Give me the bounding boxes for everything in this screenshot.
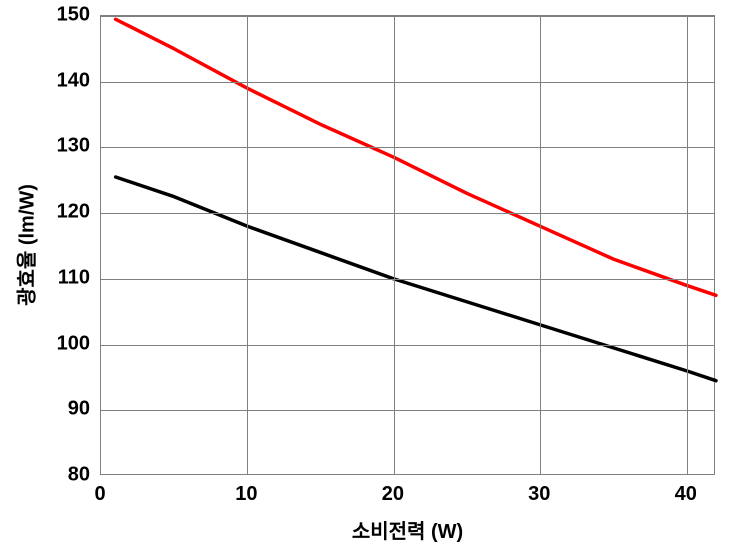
y-tick-label: 100 <box>57 332 90 355</box>
y-tick-label: 150 <box>57 4 90 27</box>
y-tick-label: 80 <box>68 464 90 487</box>
y-tick-label: 140 <box>57 69 90 92</box>
y-axis-label: 광효율 (lm/W) <box>11 184 40 306</box>
x-tick-label: 20 <box>382 483 404 506</box>
x-tick-label: 0 <box>94 483 105 506</box>
y-tick-label: 110 <box>58 266 90 289</box>
gridline-horizontal <box>101 213 714 214</box>
chart-container: 0 10 20 30 40 80 90 100 110 120 130 140 150 소비전력 (W… <box>0 0 753 556</box>
series-red <box>116 19 716 295</box>
gridline-vertical <box>687 16 688 474</box>
x-tick-label: 40 <box>675 483 697 506</box>
gridline-horizontal <box>101 16 714 17</box>
gridline-vertical <box>540 16 541 474</box>
gridline-vertical <box>247 16 248 474</box>
x-axis-label: 소비전력 (W) <box>352 515 463 544</box>
gridline-horizontal <box>101 82 714 83</box>
y-tick-label: 130 <box>57 135 90 158</box>
gridline-horizontal <box>101 147 714 148</box>
gridline-horizontal <box>101 279 714 280</box>
gridline-horizontal <box>101 410 714 411</box>
x-tick-label: 30 <box>528 483 550 506</box>
y-tick-label: 120 <box>57 201 90 224</box>
chart-lines <box>101 16 716 476</box>
x-tick-label: 10 <box>235 483 257 506</box>
gridline-vertical <box>394 16 395 474</box>
y-tick-label: 90 <box>68 398 90 421</box>
gridline-horizontal <box>101 345 714 346</box>
plot-area <box>100 15 715 475</box>
